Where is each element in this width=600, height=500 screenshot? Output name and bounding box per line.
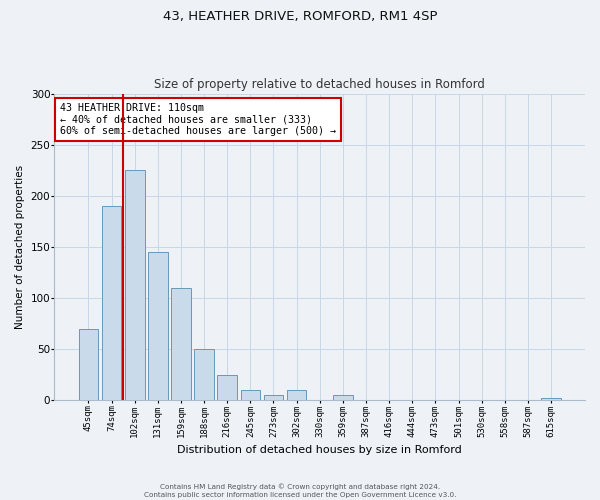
Bar — [241, 390, 260, 400]
Bar — [263, 395, 283, 400]
Bar — [333, 395, 353, 400]
Bar — [171, 288, 191, 400]
Y-axis label: Number of detached properties: Number of detached properties — [15, 165, 25, 329]
Title: Size of property relative to detached houses in Romford: Size of property relative to detached ho… — [154, 78, 485, 91]
Bar — [194, 349, 214, 400]
Bar — [541, 398, 561, 400]
Text: Contains HM Land Registry data © Crown copyright and database right 2024.
Contai: Contains HM Land Registry data © Crown c… — [144, 484, 456, 498]
Text: 43 HEATHER DRIVE: 110sqm
← 40% of detached houses are smaller (333)
60% of semi-: 43 HEATHER DRIVE: 110sqm ← 40% of detach… — [60, 103, 336, 136]
Bar — [79, 328, 98, 400]
Text: 43, HEATHER DRIVE, ROMFORD, RM1 4SP: 43, HEATHER DRIVE, ROMFORD, RM1 4SP — [163, 10, 437, 23]
Bar — [148, 252, 167, 400]
X-axis label: Distribution of detached houses by size in Romford: Distribution of detached houses by size … — [178, 445, 462, 455]
Bar — [125, 170, 145, 400]
Bar — [217, 374, 237, 400]
Bar — [102, 206, 121, 400]
Bar — [287, 390, 307, 400]
